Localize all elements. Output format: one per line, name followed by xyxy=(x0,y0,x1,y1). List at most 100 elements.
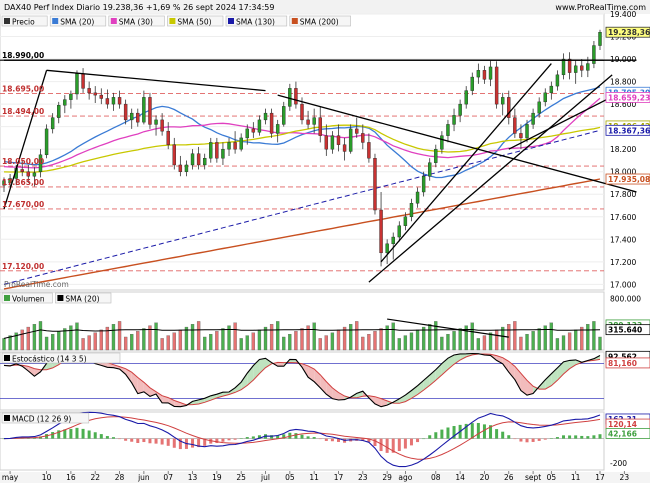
stochastic-fill xyxy=(259,358,266,374)
macd-histogram-bar xyxy=(501,431,505,439)
legend-box xyxy=(1,15,48,27)
volume-bar xyxy=(434,321,438,351)
legend-swatch xyxy=(228,18,234,24)
moving-average-line xyxy=(3,124,601,173)
macd-histogram-bar xyxy=(99,434,103,439)
volume-bar xyxy=(470,322,474,351)
macd-histogram-bar xyxy=(476,422,480,439)
macd-histogram-bar xyxy=(148,438,152,444)
volume-bar xyxy=(14,332,18,351)
candle-body xyxy=(531,112,535,125)
volume-bar xyxy=(32,324,37,351)
macd-histogram-bar xyxy=(324,438,328,441)
title-bar xyxy=(0,0,650,14)
macd-histogram-bar xyxy=(69,428,73,439)
legend-box xyxy=(167,15,224,27)
candle-body xyxy=(324,135,329,150)
legend-label: SMA (30) xyxy=(119,18,153,27)
macd-histogram-bar xyxy=(336,438,340,442)
y-tick-label: 18.200 xyxy=(610,145,636,154)
macd-histogram-bar xyxy=(574,435,578,439)
volume-bar xyxy=(257,329,262,351)
trendline xyxy=(380,63,552,263)
macd-histogram-bar xyxy=(57,430,61,439)
legend-swatch xyxy=(4,355,10,361)
stochastic-line xyxy=(3,352,601,408)
volume-bar xyxy=(373,331,377,351)
candle-body xyxy=(367,142,371,159)
volume-bar xyxy=(38,321,43,351)
macd-histogram-bar xyxy=(118,438,122,440)
candle-body xyxy=(342,144,347,152)
macd-histogram-bar xyxy=(391,438,395,453)
level-label: 17.120,00 xyxy=(2,262,44,271)
legend-box xyxy=(55,292,112,304)
candle-body xyxy=(142,97,146,123)
candle-body xyxy=(202,157,207,166)
candle-body xyxy=(525,124,529,139)
macd-histogram-bar xyxy=(288,432,292,439)
x-tick-label: 10 xyxy=(42,473,52,482)
volume-bar xyxy=(263,326,268,351)
y-tick-label: 18.000 xyxy=(610,168,636,177)
volume-bar xyxy=(233,322,237,351)
trendline xyxy=(508,90,625,150)
x-tick-label: 26 xyxy=(504,473,514,482)
volume-value-tag-box xyxy=(605,324,650,336)
level-label: 18.695,00 xyxy=(2,84,44,93)
macd-histogram-bar xyxy=(270,435,274,439)
x-tick-label: 17 xyxy=(334,473,344,482)
volume-bar xyxy=(196,321,201,351)
macd-histogram-bar xyxy=(543,438,547,440)
volume-bar xyxy=(598,336,602,351)
candle-body xyxy=(251,128,256,133)
candle-body xyxy=(160,119,164,132)
volume-bar xyxy=(501,326,505,351)
volume-bar xyxy=(379,328,383,351)
volume-bar xyxy=(513,321,517,351)
legend-label: Volumen xyxy=(12,295,45,304)
volume-bar xyxy=(324,335,328,351)
legend-label: SMA (200) xyxy=(300,18,339,27)
legend-swatch xyxy=(169,18,176,24)
macd-value-tag: 120,14 xyxy=(608,420,637,429)
candle-body xyxy=(488,66,493,80)
macd-histogram-bar xyxy=(525,438,529,443)
candle-body xyxy=(8,178,12,184)
candle-body xyxy=(561,58,566,76)
legend-label: Estocástico (14 3 5) xyxy=(12,355,87,364)
volume-bar xyxy=(312,322,316,351)
volume-bar xyxy=(93,332,97,351)
legend-swatch xyxy=(52,18,59,24)
x-tick-label: sept xyxy=(525,473,541,482)
macd-histogram-bar xyxy=(397,438,401,452)
candle-body xyxy=(403,216,408,226)
stochastic-value-tag: 92,562 xyxy=(608,352,637,361)
price-value-tag-box xyxy=(605,173,650,185)
volume-bar xyxy=(367,333,371,351)
legend-box xyxy=(108,15,165,27)
volume-bar xyxy=(215,331,219,351)
candle-body xyxy=(221,148,225,159)
volume-bar xyxy=(519,336,523,351)
legend-swatch xyxy=(4,415,10,421)
volume-bar xyxy=(227,325,231,351)
volume-bar xyxy=(543,325,547,351)
candle-body xyxy=(567,58,572,73)
price-value-tag-box xyxy=(605,26,650,38)
macd-histogram-bar xyxy=(312,437,316,439)
volume-bar xyxy=(87,335,91,351)
volume-bar xyxy=(409,332,414,351)
stochastic-fill xyxy=(575,359,582,365)
macd-histogram-bar xyxy=(385,438,389,453)
volume-bar xyxy=(245,335,249,351)
volume-bar xyxy=(57,331,61,351)
panel-frame xyxy=(0,411,605,471)
macd-histogram-bar xyxy=(513,438,517,440)
candle-body xyxy=(294,88,298,105)
macd-histogram-bar xyxy=(549,438,553,439)
macd-histogram-bar xyxy=(63,429,67,439)
macd-histogram-bar xyxy=(422,438,426,440)
volume-bar xyxy=(592,321,596,351)
macd-value-tag: 42,166 xyxy=(608,429,637,438)
